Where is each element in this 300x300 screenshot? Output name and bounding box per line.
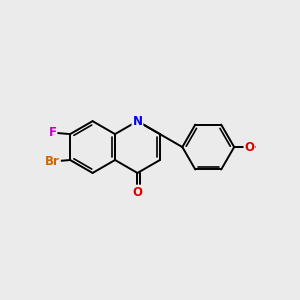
Text: N: N: [133, 115, 142, 128]
Text: O: O: [244, 141, 254, 154]
Text: Br: Br: [45, 155, 60, 168]
Text: O: O: [133, 186, 142, 199]
Text: F: F: [49, 126, 56, 139]
